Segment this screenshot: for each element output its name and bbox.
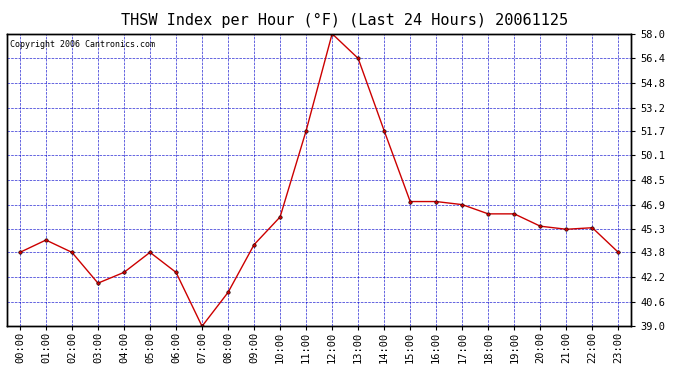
- Text: Copyright 2006 Cantronics.com: Copyright 2006 Cantronics.com: [10, 40, 155, 49]
- Text: THSW Index per Hour (°F) (Last 24 Hours) 20061125: THSW Index per Hour (°F) (Last 24 Hours)…: [121, 13, 569, 28]
